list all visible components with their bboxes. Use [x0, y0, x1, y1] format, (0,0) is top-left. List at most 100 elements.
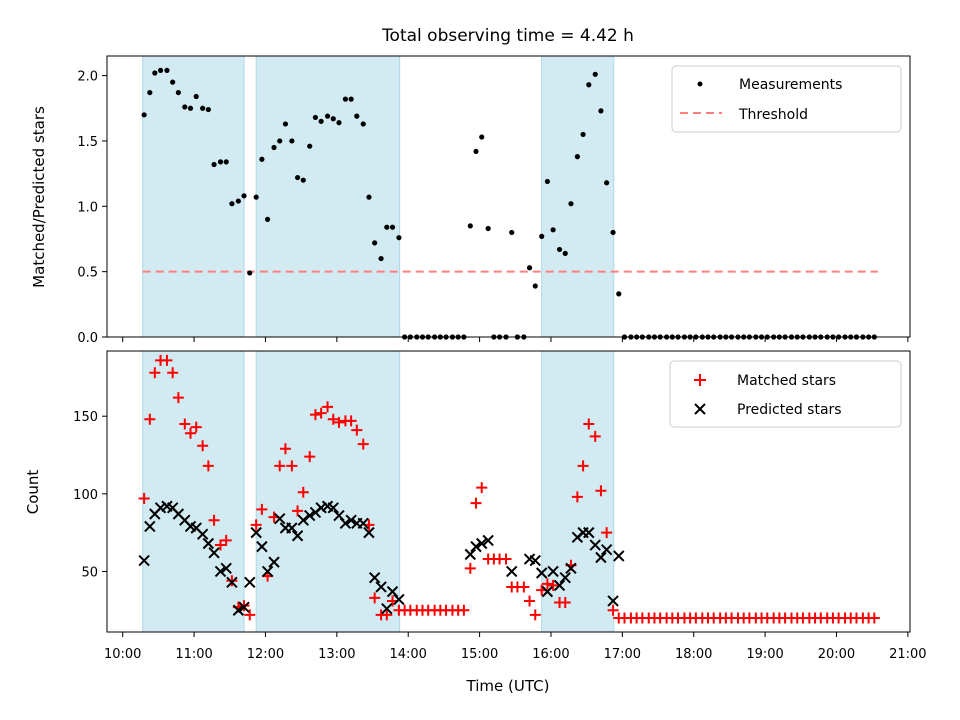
- matched-star-point: [208, 514, 220, 526]
- predicted-star-point: [297, 514, 309, 526]
- predicted-star-point: [529, 554, 541, 567]
- matched-star-point: [202, 460, 214, 472]
- measurement-point: [205, 106, 211, 113]
- measurement-point: [235, 198, 241, 204]
- measurement-point: [616, 291, 622, 297]
- measurement-point: [152, 70, 158, 76]
- matched-star-point: [220, 534, 232, 546]
- measurement-point: [544, 178, 551, 185]
- predicted-star-point: [547, 565, 559, 578]
- measurement-point: [372, 240, 378, 246]
- x-tick-label: 17:00: [604, 647, 641, 662]
- measurement-point: [467, 223, 473, 229]
- measurement-point: [336, 120, 342, 126]
- predicted-star-point: [144, 520, 156, 533]
- matched-stars-series: [138, 354, 880, 624]
- observing-interval: [255, 55, 401, 338]
- predicted-star-point: [244, 576, 256, 589]
- measurement-point: [307, 143, 313, 149]
- x-tick-label: 13:00: [318, 647, 355, 662]
- matched-star-point: [214, 539, 226, 551]
- matched-star-point: [238, 600, 250, 612]
- legend-label-matched: Matched stars: [737, 373, 836, 389]
- top-y-axis: 0.0 0.5 1.0 1.5 2.0: [77, 70, 107, 346]
- predicted-star-point: [345, 514, 357, 526]
- predicted-star-point: [250, 526, 262, 539]
- predicted-star-point: [202, 537, 215, 550]
- x-axis-label: Time (UTC): [466, 677, 550, 695]
- predicted-star-point: [535, 567, 548, 579]
- matched-star-point: [256, 503, 268, 515]
- measurement-point: [318, 118, 324, 124]
- matched-star-point: [322, 401, 334, 413]
- measurement-point: [354, 113, 360, 119]
- matched-star-point: [541, 578, 553, 590]
- matched-star-point: [529, 609, 541, 621]
- matched-star-point: [197, 440, 209, 452]
- matched-star-point: [577, 460, 589, 472]
- y-tick-label: 50: [81, 565, 98, 580]
- y-tick-label: 100: [73, 488, 98, 503]
- predicted-star-point: [595, 551, 607, 564]
- predicted-star-point: [196, 528, 209, 540]
- x-tick-label: 21:00: [889, 647, 926, 662]
- measurement-point: [360, 121, 366, 127]
- matched-star-point: [304, 451, 316, 463]
- measurement-point: [586, 82, 592, 88]
- measurement-point: [509, 229, 515, 236]
- matched-star-point: [179, 418, 191, 430]
- x-tick-label: 14:00: [389, 647, 426, 662]
- top-y-axis-label: Matched/Predicted stars: [30, 106, 48, 288]
- bottom-plot-frame: [106, 350, 911, 633]
- measurement-point: [532, 283, 538, 289]
- measurement-point: [300, 177, 306, 183]
- bottom-y-axis: 50 100 150: [73, 410, 107, 580]
- measurement-point: [342, 96, 349, 102]
- predicted-star-point: [506, 565, 518, 578]
- matched-star-point: [589, 430, 601, 442]
- y-tick-label: 1.0: [77, 200, 98, 215]
- predicted-star-point: [138, 554, 150, 567]
- matched-star-point: [476, 482, 488, 494]
- matched-star-point: [524, 595, 536, 607]
- measurement-point: [598, 108, 604, 114]
- measurement-point: [277, 138, 283, 144]
- measurement-point: [259, 156, 265, 162]
- measurement-point: [312, 114, 319, 121]
- y-tick-label: 0.0: [77, 331, 98, 346]
- legend-label-threshold: Threshold: [738, 107, 808, 123]
- bottom-legend: Matched stars Predicted stars: [669, 360, 902, 428]
- measurement-point: [247, 270, 253, 276]
- matched-star-point: [345, 415, 357, 427]
- measurement-point: [610, 229, 616, 236]
- predicted-star-point: [304, 509, 316, 522]
- measurement-point: [294, 174, 301, 181]
- x-tick-label: 12:00: [247, 647, 284, 662]
- matched-star-point: [286, 460, 298, 472]
- x-tick-label: 19:00: [746, 647, 783, 662]
- measurement-point: [282, 121, 289, 127]
- predicted-star-point: [559, 571, 571, 584]
- predicted-star-point: [339, 517, 352, 530]
- predicted-star-point: [357, 517, 369, 530]
- measurement-point: [193, 93, 199, 100]
- matched-star-point: [144, 413, 156, 425]
- predicted-star-point: [291, 530, 304, 542]
- predicted-star-point: [482, 534, 494, 547]
- measurement-point: [556, 246, 563, 253]
- matched-star-point: [292, 505, 304, 517]
- measurement-point: [348, 96, 354, 102]
- x-tick-label: 10:00: [104, 647, 141, 662]
- measurement-point: [271, 144, 277, 151]
- measurement-point: [229, 201, 235, 207]
- predicted-star-point: [256, 540, 268, 553]
- matched-star-point: [559, 597, 571, 609]
- predicted-star-point: [363, 526, 375, 539]
- predicted-star-point: [464, 548, 477, 561]
- predicted-star-point: [286, 522, 298, 534]
- predicted-star-point: [238, 601, 250, 613]
- predicted-star-point: [232, 604, 245, 616]
- matched-star-point: [500, 553, 512, 565]
- measurement-point: [574, 154, 580, 160]
